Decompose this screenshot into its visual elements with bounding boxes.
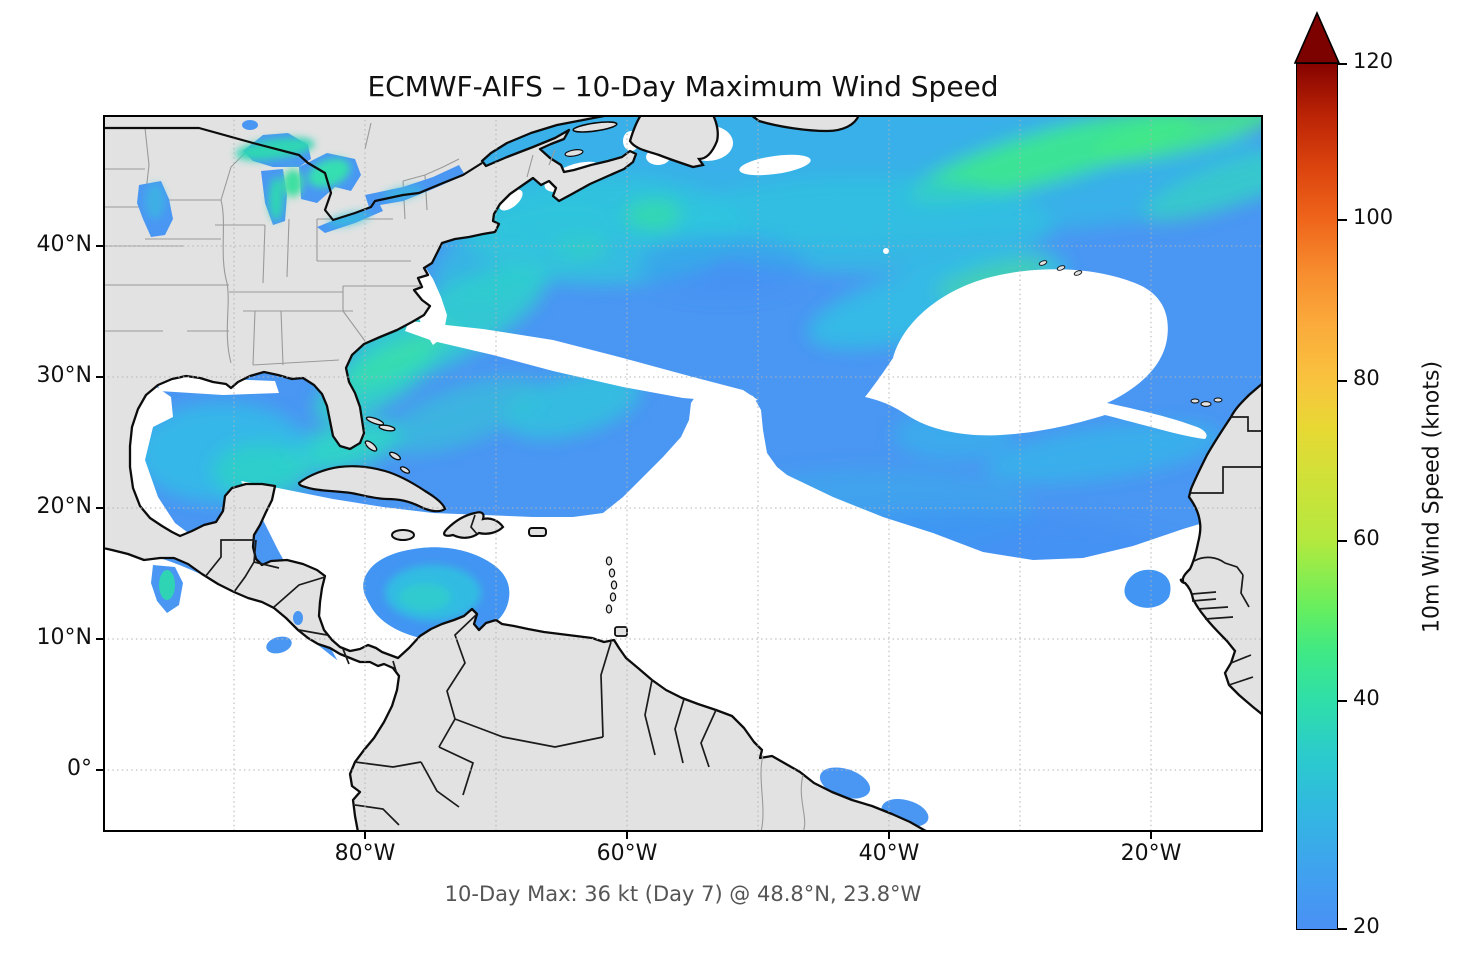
map-frame [103,115,1263,832]
colorbar-tick-label: 120 [1353,49,1394,73]
x-tick-mark [364,832,366,839]
chart-title: ECMWF-AIFS – 10-Day Maximum Wind Speed [367,70,999,103]
us-canada-border [103,126,483,222]
colorbar-tick-label: 100 [1353,205,1394,229]
colorbar-tick [1338,219,1347,221]
cuba-island [297,465,447,513]
land-layer [103,115,1263,832]
x-tick-mark [1150,832,1152,839]
hispaniola-island [443,511,505,539]
anticosti-island [572,121,618,133]
jamaica-island [391,529,415,541]
colorbar-tick [1338,928,1347,930]
country-borders [204,416,1263,826]
colorbar-title: 10m Wind Speed (knots) [1419,360,1445,634]
bahamas-islands [364,416,411,474]
nicaragua-coast-wind [266,636,292,654]
map-canvas [103,115,1263,832]
colorbar-tick-label: 40 [1353,686,1380,710]
x-tick-label: 20°W [1120,841,1182,866]
colorbar-tick [1338,63,1347,65]
wind-field-layer [103,115,1263,832]
x-tick-mark [888,832,890,839]
y-tick-mark [96,376,103,378]
x-tick-label: 40°W [858,841,920,866]
y-tick-mark [96,638,103,640]
africa-landmass [1179,381,1263,717]
y-tick-mark [96,245,103,247]
azores-islands [1038,260,1083,276]
americas-landmass [103,115,930,832]
graticule-gridlines [103,115,1263,832]
colorbar-tick-label: 20 [1353,914,1380,938]
colorbar-tick [1338,380,1347,382]
lake-wind-layer [103,120,483,654]
canary-islands [1190,397,1223,407]
y-tick-mark [96,769,103,771]
lake-nipigon-wind [242,120,258,130]
lake-nicaragua-wind [293,611,303,625]
x-tick-mark [626,832,628,839]
puerto-rico-island [528,527,547,537]
colorbar-tick [1338,540,1347,542]
colorbar [1296,63,1338,930]
x-tick-label: 80°W [334,841,396,866]
trinidad-island [614,626,628,637]
y-tick-label: 30°N [36,363,92,388]
chart-subtitle: 10-Day Max: 36 kt (Day 7) @ 48.8°N, 23.8… [444,882,922,906]
y-tick-label: 0° [67,756,92,781]
prince-edward-island [564,149,584,157]
x-tick-label: 60°W [596,841,658,866]
colorbar-extend-arrow [1293,11,1341,64]
y-tick-label: 40°N [36,232,92,257]
colorbar-tick [1338,700,1347,702]
colorbar-tick-label: 80 [1353,366,1380,390]
lesser-antilles-islands [605,556,618,614]
colorbar-tick-label: 60 [1353,526,1380,550]
labrador-coast [749,115,861,133]
y-tick-label: 10°N [36,625,92,650]
y-tick-mark [96,507,103,509]
y-tick-label: 20°N [36,494,92,519]
